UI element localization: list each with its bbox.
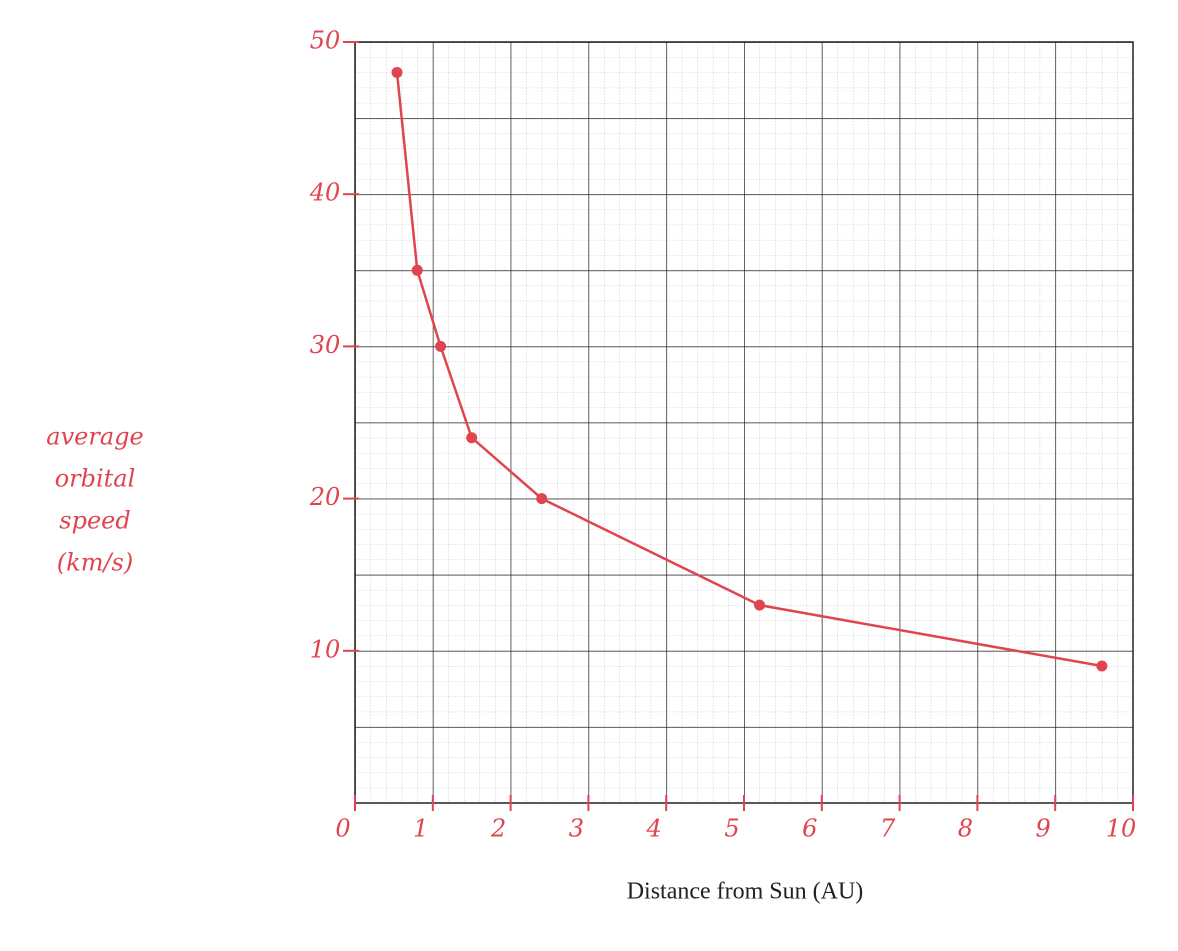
- y-tick-label: 10: [310, 635, 341, 663]
- y-axis-label-line: average: [46, 423, 143, 451]
- x-tick-label: 7: [880, 815, 896, 843]
- data-point: [435, 340, 447, 352]
- y-axis-label-line: orbital: [55, 465, 136, 493]
- x-tick-label: 4: [646, 815, 662, 843]
- x-axis-label: Distance from Sun (AU): [627, 879, 864, 905]
- x-tick-label: 3: [569, 815, 584, 843]
- x-tick-label: 5: [724, 815, 739, 843]
- data-point: [411, 264, 423, 276]
- data-point: [466, 432, 478, 444]
- y-axis-label: average orbital speed (km/s): [46, 423, 143, 577]
- y-tick-label: 20: [309, 483, 341, 511]
- y-tick-label: 30: [310, 331, 341, 359]
- data-point: [391, 66, 403, 78]
- graph-paper: [354, 41, 1134, 804]
- data-point: [1096, 660, 1108, 672]
- x-tick-label: 10: [1106, 815, 1137, 843]
- x-tick-label: 0: [335, 815, 350, 843]
- data-point: [754, 599, 766, 611]
- x-tick-label: 9: [1036, 815, 1051, 843]
- x-tick-label: 6: [802, 815, 817, 843]
- y-axis-label-line: (km/s): [57, 549, 133, 577]
- x-tick-label: 8: [958, 815, 973, 843]
- y-axis-label-line: speed: [59, 507, 130, 535]
- data-point: [536, 493, 548, 505]
- y-tick-label: 40: [309, 179, 341, 207]
- x-tick-label: 2: [490, 815, 506, 843]
- y-tick-label: 50: [310, 27, 341, 55]
- x-tick-label: 1: [413, 815, 428, 843]
